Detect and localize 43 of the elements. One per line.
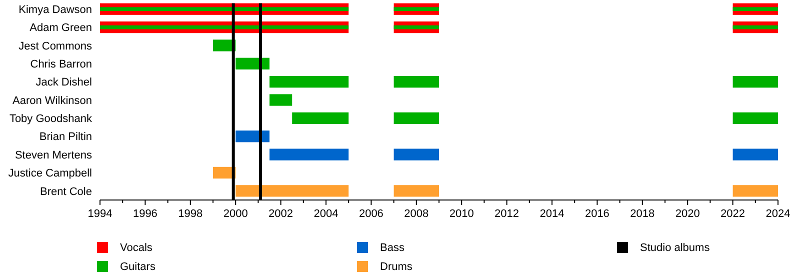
x-tick-label: 1994 — [88, 208, 112, 220]
bar — [236, 185, 349, 197]
legend-label: Bass — [380, 242, 405, 254]
legend-label: Vocals — [120, 242, 153, 254]
y-tick-label: Toby Goodshank — [9, 113, 92, 126]
bar — [732, 148, 778, 160]
x-tick-label: 2016 — [584, 208, 610, 220]
x-tick-label: 2002 — [268, 208, 294, 220]
y-tick-label: Brian Piltin — [39, 131, 92, 144]
y-tick-label: Brent Cole — [40, 186, 92, 198]
bar — [270, 148, 349, 160]
bar — [394, 148, 439, 160]
y-tick-label: Chris Barron — [30, 58, 92, 70]
y-tick-label: Jest Commons — [18, 40, 92, 52]
x-tick-label: 2010 — [449, 208, 474, 220]
legend-label: Guitars — [120, 261, 156, 273]
x-tick-label: 2000 — [223, 208, 248, 220]
bar — [732, 185, 778, 197]
x-tick-label: 2012 — [494, 208, 520, 220]
y-tick-label: Kimya Dawson — [18, 4, 92, 16]
x-tick-label: 2024 — [766, 208, 790, 220]
x-tick-label: 2022 — [720, 208, 746, 220]
x-tick-label: 1996 — [132, 208, 158, 220]
y-tick-label: Jack Dishel — [36, 76, 92, 89]
x-tick-label: 2008 — [404, 208, 429, 220]
bar — [270, 76, 349, 88]
bar — [236, 58, 270, 70]
x-tick-label: 2004 — [314, 208, 338, 220]
bar — [270, 94, 292, 106]
y-tick-label: Aaron Wilkinson — [12, 94, 92, 107]
legend-label: Drums — [380, 261, 413, 273]
bar — [236, 130, 270, 142]
y-tick-label: Adam Green — [30, 22, 92, 34]
bar — [292, 112, 349, 124]
x-tick-label: 2006 — [358, 208, 384, 220]
x-tick-label: 1998 — [178, 208, 203, 220]
bar — [394, 185, 439, 197]
x-tick-label: 2014 — [540, 208, 564, 220]
x-tick-label: 2018 — [630, 208, 655, 220]
y-tick-label: Steven Mertens — [14, 149, 92, 162]
x-tick-label: 2020 — [675, 208, 700, 220]
legend-label: Studio albums — [640, 242, 710, 254]
y-tick-label: Justice Campbell — [8, 168, 92, 180]
